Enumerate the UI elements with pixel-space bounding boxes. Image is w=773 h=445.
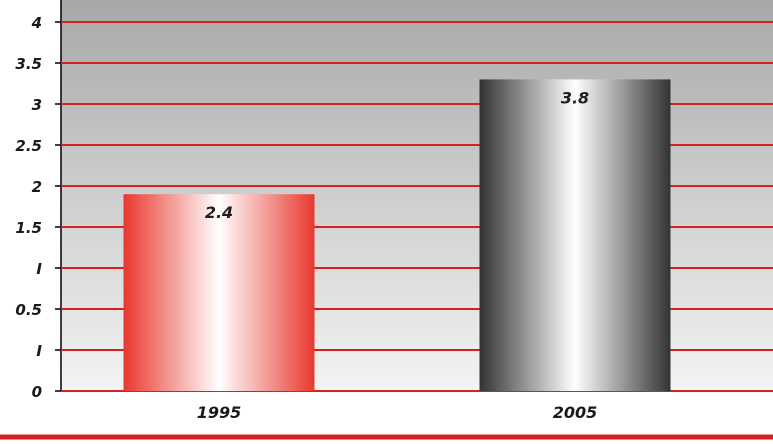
y-tick-label: 2.5 (15, 137, 42, 155)
y-tick-label: I (36, 260, 42, 278)
y-tick-label: 1.5 (15, 219, 42, 237)
y-tick-label: 3.5 (15, 55, 42, 73)
bar-1995 (123, 194, 315, 391)
x-category-label: 2005 (553, 403, 598, 422)
y-tick-label: 2 (32, 178, 42, 196)
x-category-label: 1995 (197, 403, 242, 422)
y-tick-label: 3 (32, 96, 42, 114)
bar-2005 (479, 79, 671, 392)
y-tick-label: 0 (32, 383, 42, 401)
bar-value-label: 2.4 (205, 203, 233, 222)
y-tick-label: 0.5 (15, 301, 42, 319)
bar-value-label: 3.8 (561, 88, 589, 107)
y-tick-label: 4 (31, 14, 42, 32)
y-tick-label: I (36, 342, 42, 360)
